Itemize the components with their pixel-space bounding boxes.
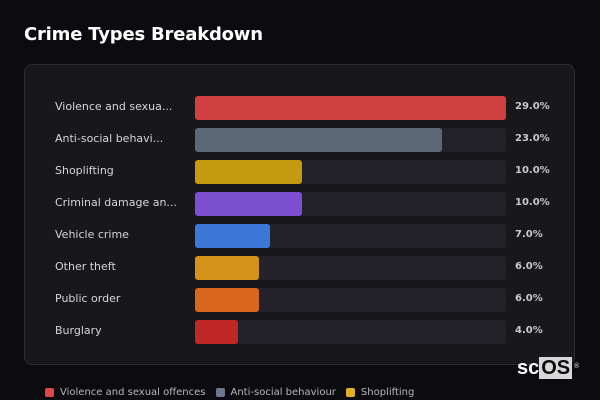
- logo-prefix: sc: [517, 357, 540, 379]
- bar-value: 29.0%: [515, 101, 550, 112]
- bar-track: [195, 224, 506, 248]
- bar-value: 10.0%: [515, 165, 550, 176]
- bar-value: 6.0%: [515, 293, 543, 304]
- bar-label: Violence and sexua...: [55, 100, 173, 113]
- registered-mark-icon: ®: [573, 363, 580, 370]
- legend-label: Shoplifting: [360, 387, 415, 398]
- bar-label: Public order: [55, 292, 121, 305]
- bar-label: Anti-social behavi...: [55, 132, 164, 145]
- chart-panel: Violence and sexua... 29.0% Anti-social be…: [24, 64, 575, 365]
- legend-swatch-icon: [45, 388, 54, 397]
- bar-fill[interactable]: [195, 96, 506, 120]
- bar-label: Vehicle crime: [55, 228, 129, 241]
- bar-track: [195, 288, 506, 312]
- bar-value: 4.0%: [515, 325, 543, 336]
- bar-track: [195, 160, 506, 184]
- bar-track: [195, 128, 506, 152]
- bar-fill[interactable]: [195, 320, 238, 344]
- scos-logo: sc OS ®: [517, 357, 579, 379]
- logo-boxed: OS: [539, 357, 573, 379]
- bar-row: Criminal damage an... 10.0%: [25, 192, 574, 216]
- legend-item[interactable]: Anti-social behaviour: [215, 387, 336, 398]
- bar-row: Burglary 4.0%: [25, 320, 574, 344]
- bar-value: 23.0%: [515, 133, 550, 144]
- bar-label: Other theft: [55, 260, 116, 273]
- bar-fill[interactable]: [195, 288, 260, 312]
- bar-fill[interactable]: [195, 192, 303, 216]
- bar-track: [195, 256, 506, 280]
- bar-label: Shoplifting: [55, 164, 114, 177]
- bar-row: Anti-social behavi... 23.0%: [25, 128, 574, 152]
- bar-row: Other theft 6.0%: [25, 256, 574, 280]
- bar-label: Burglary: [55, 324, 102, 337]
- bar-row: Public order 6.0%: [25, 288, 574, 312]
- bar-row: Violence and sexua... 29.0%: [25, 96, 574, 120]
- bar-label: Criminal damage an...: [55, 196, 177, 209]
- legend-swatch-icon: [345, 388, 355, 397]
- bar-value: 7.0%: [515, 229, 543, 240]
- bar-value: 10.0%: [515, 197, 550, 208]
- legend-item[interactable]: Shoplifting: [345, 387, 415, 398]
- bar-fill[interactable]: [195, 128, 442, 152]
- bar-value: 6.0%: [515, 261, 543, 272]
- bar-row: Shoplifting 10.0%: [25, 160, 574, 184]
- legend-swatch-icon: [215, 388, 225, 397]
- legend-label: Anti-social behaviour: [230, 387, 336, 398]
- legend-item[interactable]: Violence and sexual offences: [45, 387, 206, 398]
- bar-track: [195, 96, 506, 120]
- bar-track: [195, 320, 506, 344]
- bar-fill[interactable]: [195, 160, 303, 184]
- bar-fill[interactable]: [195, 224, 271, 248]
- chart-title: Crime Types Breakdown: [24, 24, 263, 45]
- legend-label: Violence and sexual offences: [60, 387, 206, 398]
- bar-fill[interactable]: [195, 256, 260, 280]
- bar-row: Vehicle crime 7.0%: [25, 224, 574, 248]
- bar-track: [195, 192, 506, 216]
- chart-legend: Violence and sexual offences Anti-social …: [45, 387, 414, 398]
